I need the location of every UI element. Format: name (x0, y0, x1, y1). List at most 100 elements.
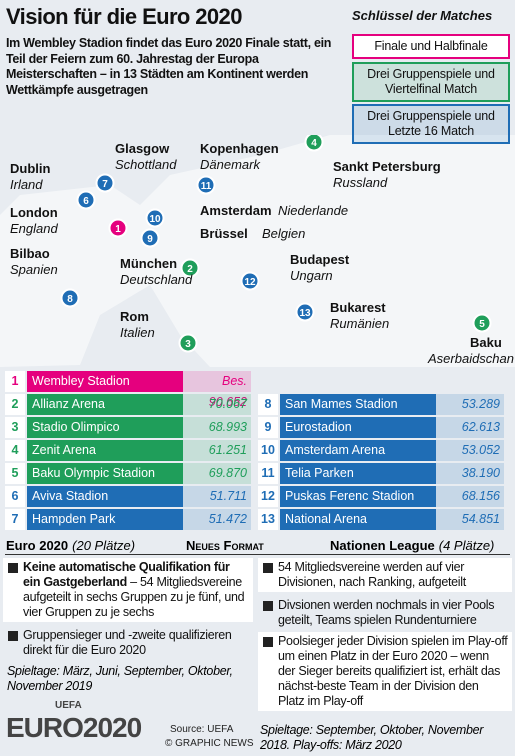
stadium-number: 3 (5, 417, 25, 438)
city-marker (295, 302, 315, 322)
city-number: 12 (244, 277, 256, 288)
city-marker (196, 175, 216, 195)
stadium-row: 4 Zenit Arena 61.251 (5, 440, 251, 461)
country-name: England (10, 221, 58, 236)
stadium-row: 7 Hampden Park 51.472 (5, 509, 251, 530)
euro-header: Euro 2020 (20 Plätze) (6, 538, 135, 553)
stadium-number: 13 (258, 509, 278, 530)
stadium-number: 7 (5, 509, 25, 530)
stadium-row: 5 Baku Olympic Stadion 69.870 (5, 463, 251, 484)
divider (5, 554, 510, 555)
key-item: Finale und Halbfinale (352, 34, 510, 59)
country-name: Belgien (262, 226, 305, 241)
city-name: Dublin (10, 161, 50, 176)
key-item: Drei Gruppenspiele und Viertelfinal Matc… (352, 62, 510, 102)
stadium-capacity: 61.251 (183, 440, 251, 461)
city-number: 10 (149, 214, 161, 225)
nations-item: Poolsieger jeder Division spielen im Pla… (278, 634, 508, 708)
stadium-row: 12 Puskas Ferenc Stadion 68.156 (258, 486, 504, 507)
stadium-row: 6 Aviva Stadion 51.711 (5, 486, 251, 507)
city-name: Bukarest (330, 300, 386, 315)
city-name: München (120, 256, 177, 271)
stadium-capacity: 38.190 (436, 463, 504, 484)
city-number: 3 (185, 339, 191, 350)
nations-block: Poolsieger jeder Division spielen im Pla… (258, 632, 512, 711)
city-marker (76, 190, 96, 210)
key-title: Schlüssel der Matches (352, 8, 493, 23)
country-name: Russland (333, 175, 388, 190)
stadium-number: 10 (258, 440, 278, 461)
nations-title: Nationen League (330, 538, 435, 553)
city-number: 7 (102, 179, 108, 190)
nations-places: (4 Plätze) (438, 538, 495, 553)
stadium-row: 9 Eurostadion 62.613 (258, 417, 504, 438)
city-marker (108, 218, 128, 238)
stadium-row: 10 Amsterdam Arena 53.052 (258, 440, 504, 461)
city-marker (145, 208, 165, 228)
city-name: Sankt Petersburg (333, 159, 441, 174)
stadium-row: 3 Stadio Olimpico 68.993 (5, 417, 251, 438)
stadium-name: Puskas Ferenc Stadion (280, 486, 436, 507)
country-name: Niederlande (278, 203, 348, 218)
bullet (8, 563, 18, 573)
stadium-capacity: 68.993 (183, 417, 251, 438)
stadium-capacity: 51.711 (183, 486, 251, 507)
stadium-name: Eurostadion (280, 417, 436, 438)
stadium-capacity: 69.870 (183, 463, 251, 484)
country-name: Aserbaidschan (427, 351, 514, 366)
stadium-number: 4 (5, 440, 25, 461)
stadium-capacity: 53.052 (436, 440, 504, 461)
stadium-name: Baku Olympic Stadion (27, 463, 183, 484)
euro-block: Gruppensieger und -zweite qualifizieren … (3, 626, 253, 660)
stadium-row: 13 National Arena 54.851 (258, 509, 504, 530)
nations-dates: Spieltage: September, Oktober, November … (260, 723, 484, 752)
credit: © GRAPHIC NEWS (165, 738, 254, 749)
key-item: Drei Gruppenspiele und Letzte 16 Match (352, 104, 510, 144)
city-marker (178, 333, 198, 353)
nations-item: Divsionen werden nochmals in vier Pools … (278, 598, 495, 627)
stadium-name: Aviva Stadion (27, 486, 183, 507)
format-middle: Neues Format (186, 538, 264, 553)
source: Source: UEFA (170, 724, 234, 735)
nations-item: 54 Mitgliedsvereine werden auf vier Divi… (278, 560, 466, 589)
city-number: 2 (187, 264, 193, 275)
stadium-capacity: 53.289 (436, 394, 504, 415)
country-name: Rumänien (330, 316, 389, 331)
stadium-number: 8 (258, 394, 278, 415)
stadium-name: Zenit Arena (27, 440, 183, 461)
logo: EURO2020 (6, 712, 142, 743)
euro-dates: Spieltage: März, Juni, September, Oktobe… (7, 664, 233, 693)
stadium-capacity: Bes. 90.652 (183, 371, 251, 409)
nations-header: Nationen League (4 Plätze) (330, 538, 494, 553)
country-name: Italien (120, 325, 155, 340)
country-name: Schottland (115, 157, 177, 172)
stadium-capacity: 68.156 (436, 486, 504, 507)
city-name: Glasgow (115, 141, 170, 156)
city-name: London (10, 205, 58, 220)
city-number: 1 (115, 224, 121, 235)
city-name: Rom (120, 309, 149, 324)
city-number: 5 (479, 319, 485, 330)
city-name: Budapest (290, 252, 350, 267)
bullet (263, 637, 273, 647)
logo-uefa: UEFA (55, 700, 82, 711)
city-number: 6 (83, 196, 89, 207)
nations-block: 54 Mitgliedsvereine werden auf vier Divi… (258, 558, 512, 592)
city-number: 11 (201, 181, 212, 192)
stadium-number: 9 (258, 417, 278, 438)
city-marker (95, 173, 115, 193)
stadium-name: San Mames Stadion (280, 394, 436, 415)
city-name: Amsterdam (200, 203, 272, 218)
city-name: Brüssel (200, 226, 248, 241)
stadium-name: Hampden Park (27, 509, 183, 530)
stadium-number: 2 (5, 394, 25, 415)
city-name: Bilbao (10, 246, 50, 261)
country-name: Irland (10, 177, 43, 192)
stadium-number: 1 (5, 371, 25, 392)
stadium-name: Amsterdam Arena (280, 440, 436, 461)
bullet (263, 563, 273, 573)
city-number: 13 (299, 308, 311, 319)
bullet (263, 601, 273, 611)
